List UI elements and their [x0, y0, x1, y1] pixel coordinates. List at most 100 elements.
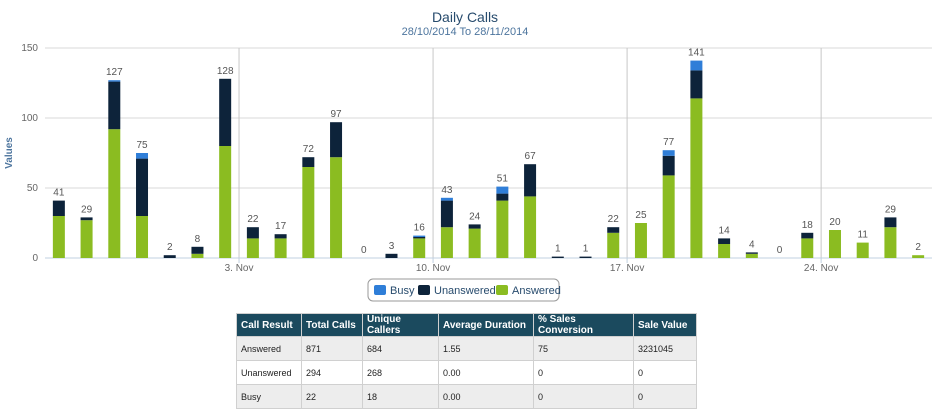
bar-segment-answered[interactable] — [607, 232, 620, 258]
bar-segment-unanswered[interactable] — [468, 224, 481, 229]
cell: 0.00 — [438, 384, 534, 409]
cell: 684 — [362, 336, 439, 361]
bar-segment-answered[interactable] — [219, 146, 232, 258]
bar-segment-unanswered[interactable] — [607, 227, 620, 233]
bar-segment-answered[interactable] — [745, 253, 758, 258]
legend-swatch-busy — [374, 285, 386, 295]
data-label: 22 — [608, 214, 620, 225]
bar-segment-unanswered[interactable] — [163, 255, 176, 258]
bar-segment-unanswered[interactable] — [662, 155, 675, 176]
legend-item-answered[interactable]: Answered — [496, 285, 561, 297]
bar-segment-unanswered[interactable] — [385, 253, 398, 258]
bar-segment-unanswered[interactable] — [551, 256, 564, 258]
data-label: 14 — [719, 225, 731, 236]
bar-segment-busy[interactable] — [662, 150, 675, 156]
bar-segment-unanswered[interactable] — [80, 217, 93, 221]
bar-segment-busy[interactable] — [440, 197, 453, 201]
data-label: 41 — [53, 188, 65, 199]
data-label: 128 — [217, 66, 234, 77]
bar-segment-answered[interactable] — [330, 157, 343, 258]
x-tick-label: 17. Nov — [610, 263, 644, 274]
data-label: 11 — [858, 230, 869, 241]
legend-item-busy[interactable]: Busy — [374, 285, 415, 297]
bar-segment-answered[interactable] — [52, 216, 65, 258]
cell: 3231045 — [633, 336, 697, 361]
bar-segment-answered[interactable] — [801, 238, 814, 258]
bar-segment-answered[interactable] — [690, 98, 703, 259]
grid-lines — [45, 47, 932, 259]
bar-segment-unanswered[interactable] — [246, 227, 259, 239]
data-label: 72 — [303, 144, 315, 155]
bar-segment-busy[interactable] — [413, 235, 426, 237]
data-label: 51 — [497, 174, 509, 185]
cell: 0 — [533, 384, 634, 409]
bar-segment-busy[interactable] — [136, 153, 149, 159]
bar-segment-unanswered[interactable] — [274, 234, 287, 239]
data-label: 0 — [361, 245, 367, 256]
bar-segment-answered[interactable] — [246, 238, 259, 258]
chart-title: Daily Calls — [432, 9, 498, 25]
bar-segment-answered[interactable] — [524, 196, 537, 258]
bar-segment-answered[interactable] — [496, 200, 509, 258]
cell: 0 — [633, 384, 697, 409]
legend-label-unanswered: Unanswered — [434, 285, 496, 297]
bar-segment-answered[interactable] — [718, 244, 731, 258]
bar-segment-unanswered[interactable] — [191, 246, 204, 254]
bar-segment-answered[interactable] — [413, 238, 426, 258]
bar-segment-unanswered[interactable] — [524, 164, 537, 197]
bar-segment-answered[interactable] — [302, 167, 315, 258]
bar-segment-answered[interactable] — [828, 230, 841, 258]
bar-segment-unanswered[interactable] — [884, 217, 897, 228]
bar-segment-busy[interactable] — [690, 60, 703, 71]
bar-segment-busy[interactable] — [108, 80, 121, 82]
cell: 18 — [362, 384, 439, 409]
x-tick-label: 24. Nov — [804, 263, 838, 274]
bar-segment-answered[interactable] — [856, 242, 869, 258]
bar-segment-unanswered[interactable] — [330, 122, 343, 158]
legend-item-unanswered[interactable]: Unanswered — [418, 285, 496, 297]
bar-segment-answered[interactable] — [468, 228, 481, 258]
bar-segment-answered[interactable] — [108, 129, 121, 258]
bar-segment-unanswered[interactable] — [440, 200, 453, 228]
legend-box — [367, 278, 560, 302]
data-label: 4 — [749, 239, 755, 250]
y-tick-label: 0 — [32, 253, 38, 264]
bar-segment-answered[interactable] — [884, 227, 897, 258]
bar-segment-unanswered[interactable] — [801, 232, 814, 239]
bar-segment-unanswered[interactable] — [302, 157, 315, 167]
data-label: 29 — [885, 204, 897, 215]
y-tick-label: 50 — [27, 183, 39, 194]
bar-segment-unanswered[interactable] — [718, 238, 731, 244]
data-label: 1 — [583, 244, 589, 255]
bar-segment-unanswered[interactable] — [579, 256, 592, 258]
bar-segment-unanswered[interactable] — [136, 158, 149, 216]
bar-segment-answered[interactable] — [662, 175, 675, 258]
bar-segment-unanswered[interactable] — [496, 193, 509, 201]
bar-segment-unanswered[interactable] — [108, 81, 121, 130]
bar-segment-unanswered[interactable] — [413, 237, 426, 239]
legend-swatch-unanswered — [418, 285, 430, 295]
table-row: Answered 871 684 1.55 75 3231045 — [236, 336, 697, 361]
cell: 0 — [633, 360, 697, 385]
legend-label-busy: Busy — [390, 285, 415, 297]
bar-segment-answered[interactable] — [634, 223, 647, 258]
bar-segment-unanswered[interactable] — [52, 200, 65, 216]
data-label: 22 — [247, 214, 259, 225]
data-label: 97 — [330, 109, 342, 120]
bar-segment-answered[interactable] — [80, 220, 93, 258]
bar-segment-answered[interactable] — [440, 227, 453, 258]
bar-segment-answered[interactable] — [912, 255, 925, 258]
table-header-row: Call Result Total Calls Unique Callers A… — [236, 313, 697, 337]
bar-segment-busy[interactable] — [496, 186, 509, 194]
data-label: 29 — [81, 204, 93, 215]
bar-segment-answered[interactable] — [136, 216, 149, 258]
data-label: 18 — [802, 220, 814, 231]
bar-segment-unanswered[interactable] — [690, 70, 703, 99]
bar-segment-unanswered[interactable] — [745, 252, 758, 254]
bar-segment-answered[interactable] — [274, 238, 287, 258]
data-label: 1 — [555, 244, 561, 255]
y-axis-ticks: 0 50 100 150 — [21, 43, 38, 264]
bar-segment-answered[interactable] — [191, 253, 204, 258]
bar-segment-unanswered[interactable] — [219, 78, 232, 146]
